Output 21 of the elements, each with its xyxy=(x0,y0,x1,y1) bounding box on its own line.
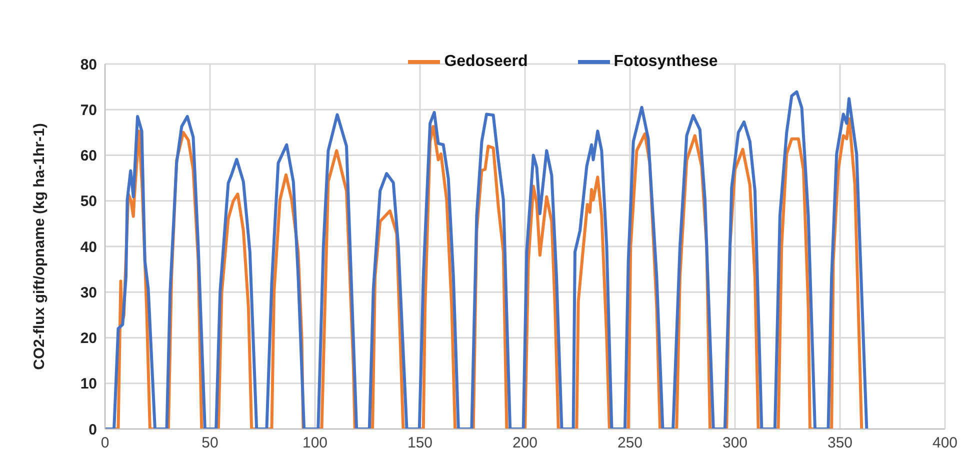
x-tick-label: 150 xyxy=(407,434,433,452)
y-tick-label: 0 xyxy=(88,421,97,438)
y-tick-label: 50 xyxy=(80,193,97,210)
x-tick-label: 300 xyxy=(722,434,748,452)
y-tick-label: 30 xyxy=(80,284,97,302)
y-axis-title: CO2-flux gift/opname (kg ha-1hr-1) xyxy=(31,123,48,370)
x-tick-label: 350 xyxy=(827,434,853,452)
y-tick-label: 60 xyxy=(80,148,97,165)
y-tick-label: 40 xyxy=(80,238,97,256)
x-tick-label: 200 xyxy=(512,434,538,452)
legend-label: Gedoseerd xyxy=(444,53,528,70)
y-tick-label: 10 xyxy=(80,376,97,393)
x-tick-label: 0 xyxy=(100,434,110,452)
legend-label: Fotosynthese xyxy=(614,53,718,70)
x-tick-label: 400 xyxy=(932,434,958,452)
x-tick-label: 50 xyxy=(202,434,218,452)
x-tick-label: 100 xyxy=(302,434,328,452)
x-tick-label: 250 xyxy=(617,434,643,452)
y-tick-label: 80 xyxy=(80,56,97,74)
y-tick-label: 70 xyxy=(80,102,97,119)
y-tick-label: 20 xyxy=(80,330,97,348)
